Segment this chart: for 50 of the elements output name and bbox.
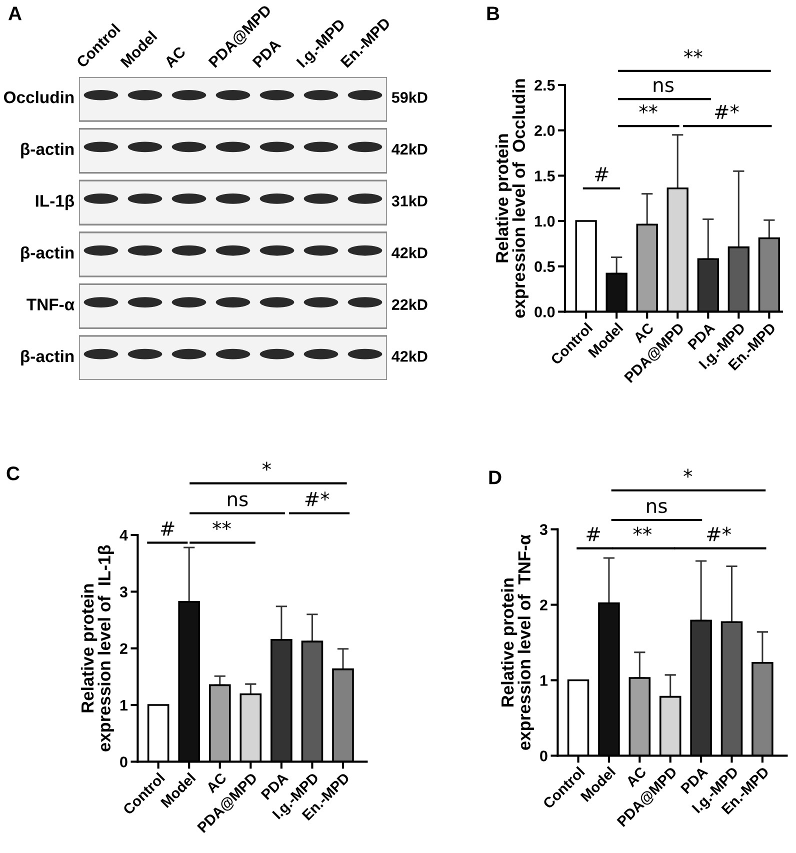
annotation: #* xyxy=(707,526,731,542)
annotation: # xyxy=(594,167,608,182)
text: ns xyxy=(228,495,248,506)
category-label: AC xyxy=(164,46,186,68)
y-tick-label: 2.0 xyxy=(534,125,555,136)
y-tick-label: 1.0 xyxy=(535,216,555,227)
category-label: 59kD xyxy=(392,92,428,103)
category-label: 22kD xyxy=(392,298,428,310)
y-tick-label: 0 xyxy=(120,756,128,768)
category-label: 42kD xyxy=(392,350,428,362)
y-tick-label: 0.0 xyxy=(534,306,555,318)
y-tick-label: 1 xyxy=(120,700,128,711)
y-tick-label: 2 xyxy=(540,600,548,610)
chart-title: C xyxy=(6,466,20,480)
category-label: 31kD xyxy=(392,195,428,206)
chart-title: B xyxy=(487,6,500,20)
text: * xyxy=(684,468,692,478)
annotation: ** xyxy=(639,104,658,114)
annotation: ns xyxy=(654,81,674,92)
text: ** xyxy=(684,49,702,58)
text: A xyxy=(8,6,22,20)
annotation: #* xyxy=(714,104,739,119)
y-tick-label: 0.5 xyxy=(534,261,555,272)
y-tick-label: 3 xyxy=(540,524,548,536)
y-tick-label: 1 xyxy=(540,675,548,686)
y-axis-title: Relative protein expression level of IL-1β xyxy=(80,545,114,752)
y-tick-label: 2 xyxy=(120,643,128,654)
y-axis-title: Relative protein expression level of TNF-α xyxy=(500,534,534,750)
annotation: # xyxy=(586,527,600,542)
text: ** xyxy=(212,521,231,530)
y-tick-label: 2.5 xyxy=(534,80,555,91)
category-label: 42kD xyxy=(392,247,428,258)
chart-title: D xyxy=(489,470,502,484)
y-tick-label: 4 xyxy=(120,530,128,541)
y-tick-label: 0 xyxy=(540,750,548,762)
text: * xyxy=(262,462,271,471)
category-label: β-actin xyxy=(21,350,74,366)
category-label: TNF-α xyxy=(26,298,74,310)
y-tick-label: 3 xyxy=(120,586,128,598)
y-axis-title: Relative protein expression level of Occludin xyxy=(495,79,528,318)
annotation: # xyxy=(160,522,174,536)
category-label: β-actin xyxy=(21,246,74,262)
text: #* xyxy=(305,492,330,506)
text: ns xyxy=(647,502,667,514)
category-label: 42kD xyxy=(392,143,428,154)
category-label: IL-1β xyxy=(36,194,74,210)
y-tick-label: 1.5 xyxy=(535,170,555,182)
category-label: β-actin xyxy=(21,142,74,158)
category-label: Occludin xyxy=(4,90,74,104)
annotation: ** xyxy=(633,526,652,536)
